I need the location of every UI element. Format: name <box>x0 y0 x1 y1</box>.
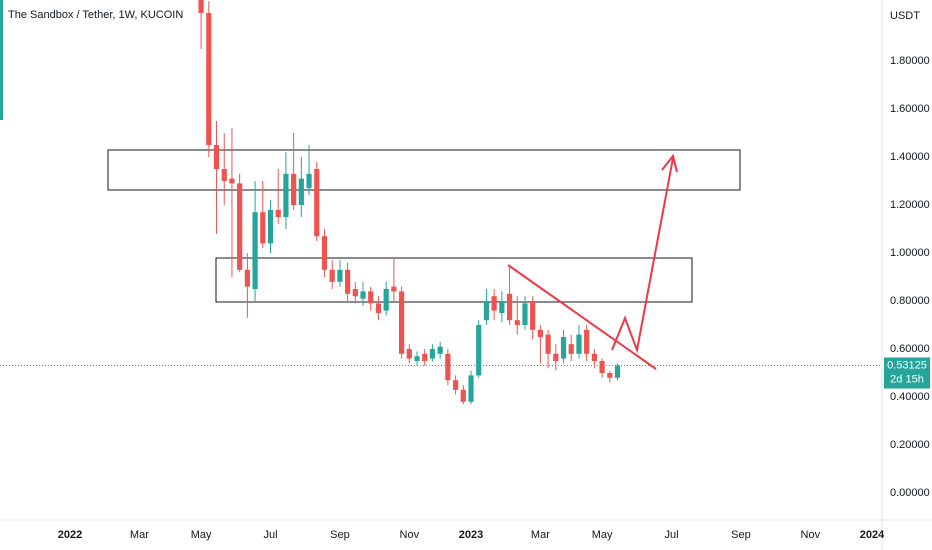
candle-body <box>244 269 250 287</box>
candle-body <box>476 325 482 376</box>
x-tick-label: Nov <box>400 529 420 541</box>
candle-body <box>491 296 497 311</box>
candle-body <box>237 183 243 270</box>
candle-body <box>414 356 420 362</box>
candle-body <box>337 269 343 282</box>
zone-box <box>107 149 741 191</box>
candle-body <box>406 349 412 359</box>
candle-body <box>607 373 613 378</box>
plot-area <box>107 0 741 405</box>
candle-body <box>267 209 274 244</box>
candle-body <box>460 389 466 402</box>
candle-body <box>314 169 320 237</box>
candle-body <box>352 289 358 297</box>
last-price: 0.53125 <box>887 359 927 371</box>
candle-body <box>213 145 220 170</box>
y-tick-label: 0.20000 <box>890 439 930 451</box>
candle-body <box>398 291 405 354</box>
candle-body <box>221 169 227 182</box>
x-tick-label: 2023 <box>459 529 483 541</box>
candle-body <box>506 293 513 321</box>
x-tick-label: Jul <box>263 529 277 541</box>
y-tick-label: 0.60000 <box>890 343 930 355</box>
y-tick-label: 0.40000 <box>890 391 930 403</box>
trend-line <box>507 264 657 370</box>
candle-body <box>198 0 204 14</box>
drawings: 0.53125 2d 15h <box>0 153 930 389</box>
y-tick-label: 1.20000 <box>890 199 930 211</box>
candle-body <box>537 329 544 338</box>
candle-body <box>291 173 297 206</box>
bar-countdown: 2d 15h <box>890 373 924 385</box>
candle-body <box>329 269 335 282</box>
x-tick-label: Mar <box>531 529 550 541</box>
candle-body <box>591 353 597 362</box>
candle-body <box>514 320 520 326</box>
candle-body <box>275 209 281 218</box>
candle-body <box>368 291 374 304</box>
candle-body <box>599 361 605 374</box>
candle-body <box>252 212 258 290</box>
x-tick-label: May <box>191 529 212 541</box>
arrow-head <box>661 153 678 173</box>
candle-body <box>445 353 451 381</box>
zone-box <box>215 257 693 303</box>
candle-body <box>576 334 582 354</box>
x-tick-label: 2022 <box>58 529 82 541</box>
y-tick-label: 1.00000 <box>890 247 930 259</box>
candle-body <box>229 178 235 184</box>
price-badge <box>884 357 930 389</box>
y-tick-label: 0.80000 <box>890 295 930 307</box>
projection-arrow <box>611 157 674 354</box>
y-tick-label: 1.60000 <box>890 103 930 115</box>
y-unit: USDT <box>890 10 920 22</box>
candle-body <box>468 375 474 402</box>
chart-title: The Sandbox / Tether, 1W, KUCOIN <box>8 9 183 21</box>
candle-body <box>206 13 212 146</box>
candle-body <box>283 173 289 218</box>
candle-body <box>298 178 304 206</box>
candle-body <box>584 329 590 354</box>
candle-body <box>321 236 328 270</box>
x-tick-label: Mar <box>130 529 149 541</box>
candle-body <box>530 301 536 330</box>
x-tick-label: Sep <box>330 529 350 541</box>
x-tick-label: Jul <box>664 529 678 541</box>
x-tick-label: Sep <box>731 529 751 541</box>
y-tick-label: 0.00000 <box>890 487 930 499</box>
candle-body <box>568 344 574 354</box>
candle-body <box>452 380 459 390</box>
candle-body <box>422 353 428 362</box>
candle-body <box>483 301 490 321</box>
candle-body <box>522 303 528 326</box>
candle-body <box>499 301 505 314</box>
candle-body <box>560 337 567 359</box>
candle-body <box>553 353 559 362</box>
candle-body <box>375 303 382 314</box>
edge-candle <box>0 0 3 120</box>
candle-body <box>391 286 397 292</box>
candle-body <box>614 365 621 378</box>
candle-body <box>429 349 436 359</box>
x-tick-label: 2024 <box>860 529 885 541</box>
candle-body <box>545 334 551 354</box>
x-tick-label: May <box>592 529 613 541</box>
x-tick-label: Nov <box>801 529 821 541</box>
candle-body <box>360 291 366 299</box>
candle-body <box>345 269 351 294</box>
y-tick-label: 1.80000 <box>890 55 930 67</box>
candle-body <box>383 289 389 311</box>
candle-body <box>437 346 443 354</box>
candle-body <box>260 212 266 244</box>
candle-body <box>306 173 312 189</box>
y-tick-label: 1.40000 <box>890 151 930 163</box>
